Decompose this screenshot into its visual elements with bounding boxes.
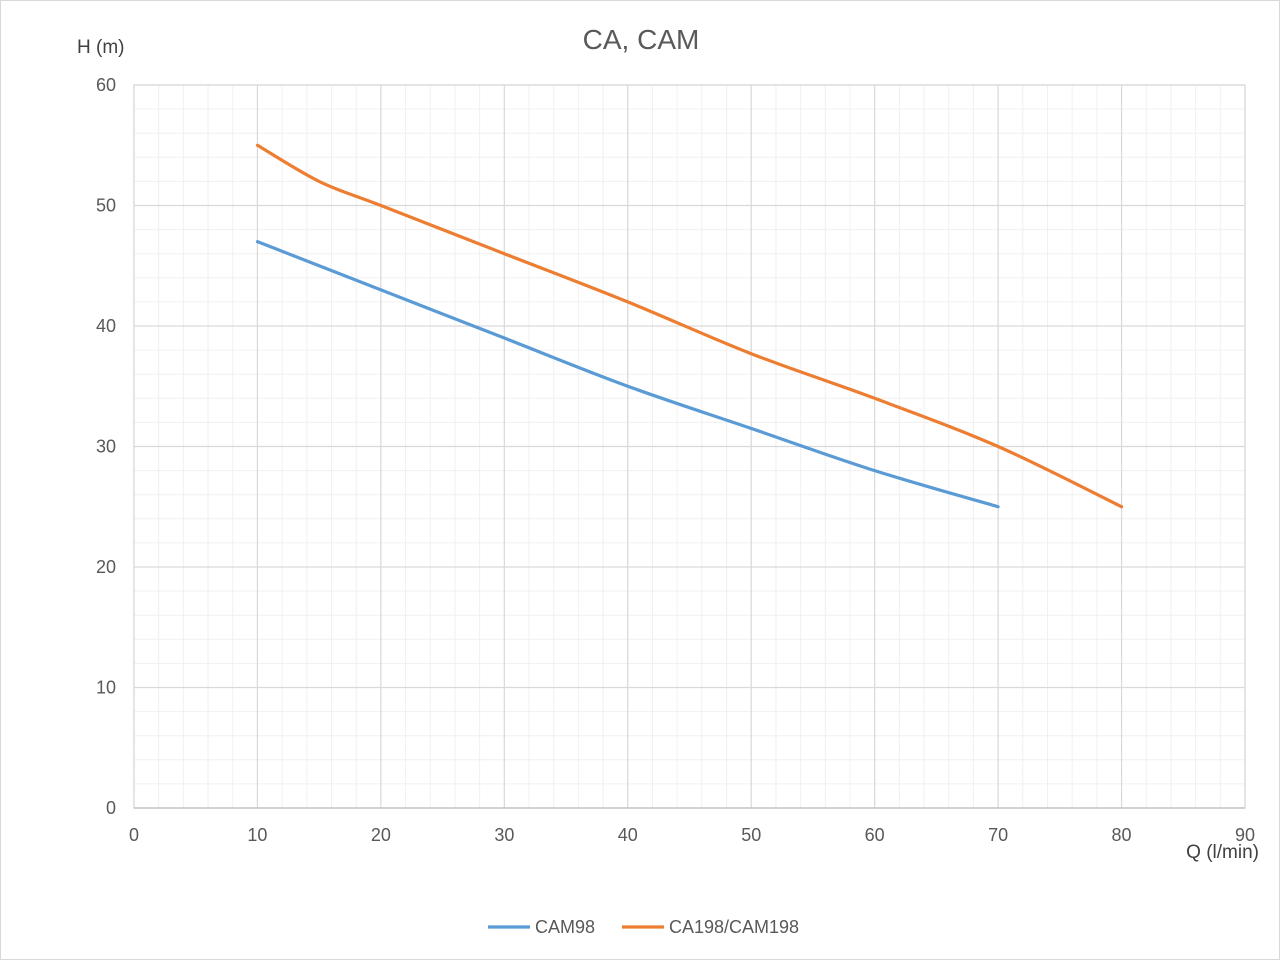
x-tick-label: 40 bbox=[618, 825, 638, 845]
y-tick-labels: 0 10 20 30 40 50 60 bbox=[96, 75, 116, 818]
legend-label-0: CAM98 bbox=[535, 917, 595, 937]
y-axis-label: H (m) bbox=[77, 37, 124, 58]
x-tick-label: 80 bbox=[1112, 825, 1132, 845]
x-tick-label: 10 bbox=[247, 825, 267, 845]
x-axis-label: Q (l/min) bbox=[1186, 842, 1259, 863]
x-tick-label: 90 bbox=[1235, 825, 1255, 845]
legend: CAM98 CA198/CAM198 bbox=[488, 917, 799, 937]
y-tick-label: 50 bbox=[96, 196, 116, 216]
x-tick-label: 30 bbox=[494, 825, 514, 845]
major-gridlines bbox=[133, 84, 1246, 809]
x-tick-label: 20 bbox=[371, 825, 391, 845]
y-tick-label: 40 bbox=[96, 316, 116, 336]
y-tick-label: 20 bbox=[96, 557, 116, 577]
plot-area-border bbox=[133, 84, 1246, 809]
chart-title: CA, CAM bbox=[583, 24, 700, 55]
series-lines bbox=[255, 143, 1124, 509]
y-tick-label: 10 bbox=[96, 678, 116, 698]
series-line-1 bbox=[255, 143, 1124, 509]
y-tick-label: 0 bbox=[106, 798, 116, 818]
y-tick-label: 60 bbox=[96, 75, 116, 95]
x-tick-labels: 0 10 20 30 40 50 60 70 80 90 bbox=[129, 825, 1255, 845]
series-line-0 bbox=[255, 240, 1000, 509]
x-tick-label: 50 bbox=[741, 825, 761, 845]
x-tick-label: 60 bbox=[865, 825, 885, 845]
x-tick-label: 70 bbox=[988, 825, 1008, 845]
y-tick-label: 30 bbox=[96, 437, 116, 457]
x-tick-label: 0 bbox=[129, 825, 139, 845]
legend-label-1: CA198/CAM198 bbox=[669, 917, 799, 937]
